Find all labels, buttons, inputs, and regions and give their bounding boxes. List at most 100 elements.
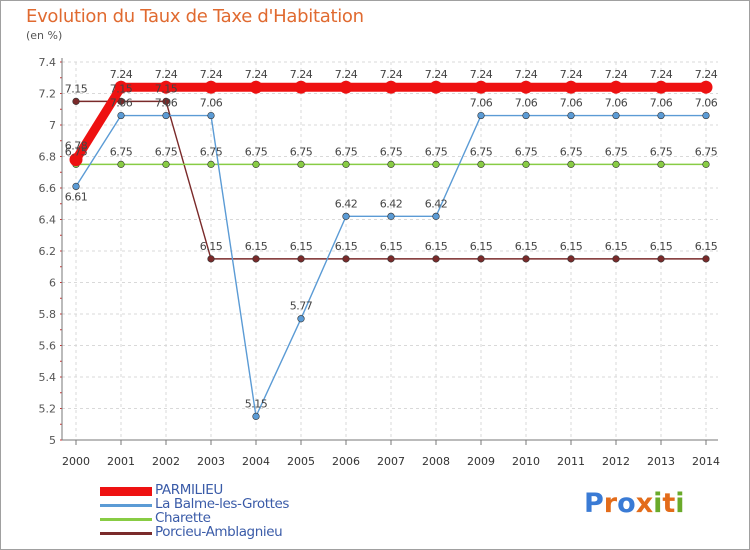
data-label-charette: 6.75 — [605, 145, 628, 158]
data-label-la-balme-les-grottes: 5.15 — [245, 397, 268, 410]
data-label-charette: 6.75 — [470, 145, 493, 158]
data-label-porcieu-amblagnieu: 6.15 — [335, 240, 358, 253]
x-tick-label: 2004 — [242, 455, 270, 468]
data-label-porcieu-amblagnieu: 6.15 — [200, 240, 223, 253]
data-label-charette: 6.75 — [650, 145, 673, 158]
data-point-porcieu-amblagnieu — [657, 255, 665, 263]
y-tick-label: 5.8 — [39, 308, 57, 321]
data-point-charette — [297, 160, 305, 168]
data-label-charette: 6.75 — [65, 145, 88, 158]
data-label-charette: 6.75 — [560, 145, 583, 158]
data-point-porcieu-amblagnieu — [387, 255, 395, 263]
data-label-la-balme-les-grottes: 7.06 — [155, 97, 178, 110]
legend-item-charette: Charette — [100, 510, 320, 526]
legend-item-parmilieu: PARMILIEU — [100, 482, 320, 498]
y-tick-label: 6.2 — [39, 245, 57, 258]
data-label-porcieu-amblagnieu: 7.15 — [110, 82, 133, 95]
x-tick-label: 2010 — [512, 455, 540, 468]
data-point-porcieu-amblagnieu — [342, 255, 350, 263]
data-point-la-balme-les-grottes — [207, 111, 215, 120]
data-point-la-balme-les-grottes — [72, 182, 80, 191]
data-label-parmilieu: 7.24 — [425, 68, 448, 81]
x-tick-label: 2007 — [377, 455, 405, 468]
data-label-la-balme-les-grottes: 5.77 — [290, 300, 313, 313]
data-point-charette — [477, 160, 485, 168]
data-label-charette: 6.75 — [155, 145, 178, 158]
data-point-porcieu-amblagnieu — [117, 97, 125, 105]
logo-letter: i — [653, 488, 663, 519]
y-tick-label: 5.2 — [39, 403, 57, 416]
data-point-parmilieu — [294, 80, 308, 94]
data-label-porcieu-amblagnieu: 7.15 — [65, 82, 88, 95]
data-point-la-balme-les-grottes — [162, 111, 170, 120]
data-label-parmilieu: 7.24 — [650, 68, 673, 81]
data-point-parmilieu — [474, 80, 488, 94]
proxiti-logo: Proxiti — [584, 488, 685, 519]
data-label-la-balme-les-grottes: 7.06 — [470, 97, 493, 110]
data-label-porcieu-amblagnieu: 6.15 — [425, 240, 448, 253]
data-label-parmilieu: 7.24 — [200, 68, 223, 81]
data-point-la-balme-les-grottes — [342, 212, 350, 220]
chart-title: Evolution du Taux de Taxe d'Habitation — [26, 6, 364, 27]
data-point-charette — [522, 160, 530, 168]
data-label-la-balme-les-grottes: 7.06 — [110, 97, 133, 110]
data-label-charette: 6.75 — [245, 145, 268, 158]
x-tick-label: 2001 — [107, 455, 135, 468]
x-tick-label: 2008 — [422, 455, 450, 468]
legend-item-porcieu-amblagnieu: Porcieu-Amblagnieu — [100, 524, 320, 540]
x-tick-label: 2000 — [62, 455, 90, 468]
data-point-charette — [162, 160, 170, 168]
data-label-la-balme-les-grottes: 6.42 — [425, 197, 448, 210]
y-tick-label: 7.2 — [39, 88, 57, 101]
data-point-charette — [702, 160, 710, 168]
data-point-parmilieu — [114, 80, 128, 94]
legend-label-parmilieu: PARMILIEU — [155, 482, 223, 498]
data-point-charette — [252, 160, 260, 168]
data-label-parmilieu: 7.24 — [380, 68, 403, 81]
data-label-la-balme-les-grottes: 6.42 — [335, 197, 358, 210]
data-point-parmilieu — [654, 80, 668, 94]
data-point-porcieu-amblagnieu — [432, 255, 440, 263]
data-label-porcieu-amblagnieu: 6.15 — [695, 240, 718, 253]
data-point-charette — [612, 160, 620, 168]
data-point-porcieu-amblagnieu — [252, 255, 260, 263]
data-point-charette — [207, 160, 215, 168]
data-label-porcieu-amblagnieu: 6.15 — [560, 240, 583, 253]
data-point-parmilieu — [69, 153, 83, 167]
data-label-porcieu-amblagnieu: 6.15 — [650, 240, 673, 253]
y-axis-unit: (en %) — [26, 29, 63, 42]
data-point-la-balme-les-grottes — [612, 111, 620, 120]
legend-swatch-la-balme-les-grottes — [100, 504, 152, 507]
data-label-parmilieu: 7.24 — [515, 68, 538, 81]
data-point-charette — [342, 160, 350, 168]
logo-letter: t — [662, 488, 676, 519]
logo-letter: o — [617, 488, 636, 519]
data-point-la-balme-les-grottes — [702, 111, 710, 120]
data-label-charette: 6.75 — [335, 145, 358, 158]
data-label-charette: 6.75 — [380, 145, 403, 158]
legend-label-la-balme-les-grottes: La Balme-les-Grottes — [155, 496, 290, 512]
data-label-parmilieu: 6.78 — [65, 140, 88, 153]
data-point-porcieu-amblagnieu — [702, 255, 710, 263]
data-point-charette — [657, 160, 665, 168]
data-point-parmilieu — [204, 80, 218, 94]
y-tick-label: 6.6 — [39, 182, 57, 195]
data-label-porcieu-amblagnieu: 6.15 — [470, 240, 493, 253]
data-point-la-balme-les-grottes — [657, 111, 665, 120]
x-tick-label: 2006 — [332, 455, 360, 468]
data-point-la-balme-les-grottes — [567, 111, 575, 120]
data-point-parmilieu — [339, 80, 353, 94]
y-tick-label: 6.4 — [39, 214, 57, 227]
data-point-parmilieu — [564, 80, 578, 94]
data-label-parmilieu: 7.24 — [245, 68, 268, 81]
data-label-la-balme-les-grottes: 6.61 — [65, 190, 88, 203]
data-label-parmilieu: 7.24 — [470, 68, 493, 81]
data-label-charette: 6.75 — [110, 145, 133, 158]
y-tick-label: 6 — [49, 277, 56, 290]
x-tick-label: 2005 — [287, 455, 315, 468]
x-tick-label: 2009 — [467, 455, 495, 468]
data-point-charette — [387, 160, 395, 168]
data-label-la-balme-les-grottes: 7.06 — [515, 97, 538, 110]
data-point-parmilieu — [159, 80, 173, 94]
